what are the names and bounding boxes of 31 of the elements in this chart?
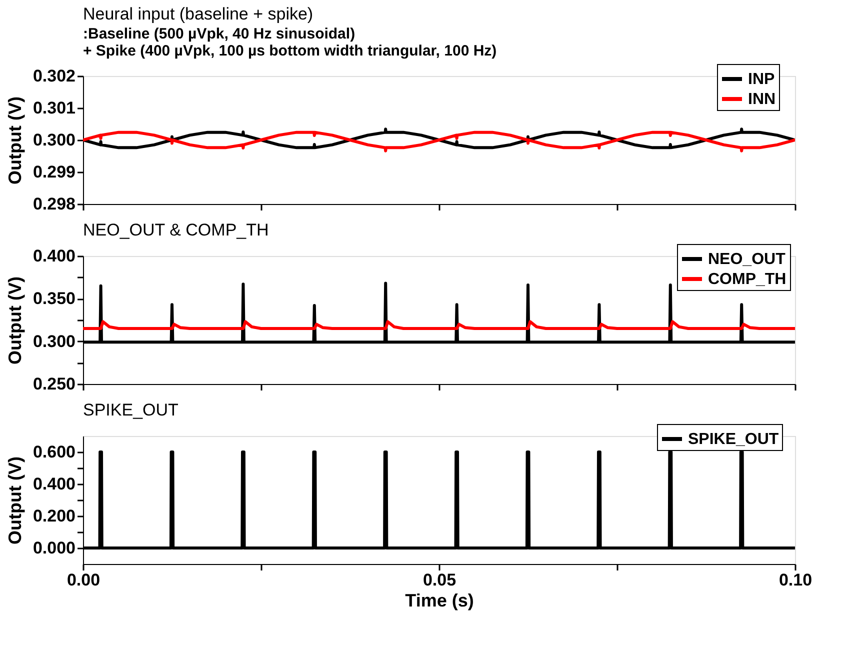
- y-axis-title: Output (V): [4, 456, 25, 544]
- y-tick-label: 0.000: [32, 538, 76, 558]
- y-tick-label: 0.400: [32, 246, 76, 266]
- y-tick-label: 0.400: [32, 474, 76, 494]
- text: + Spike (400 µVpk, 100 µs bottom width triangular, 100 Hz): [83, 42, 497, 60]
- y-tick-label: 0.302: [32, 66, 76, 86]
- legend-label: INN: [748, 91, 776, 108]
- x-tick-label: 0.10: [778, 570, 812, 590]
- y-axis-title: Output (V): [4, 276, 25, 364]
- legend-label: SPIKE_OUT: [688, 431, 779, 448]
- line-series: [83, 320, 795, 330]
- y-axis-title: Output (V): [4, 96, 25, 184]
- y-tick-label: 0.301: [32, 98, 76, 118]
- y-tick-label: 0.250: [32, 374, 76, 394]
- y-tick-label: 0.300: [32, 332, 76, 351]
- chart-title: Neural input (baseline + spike): [83, 4, 314, 24]
- y-tick-label: 0.350: [32, 289, 76, 308]
- y-tick-label: 0.298: [32, 194, 76, 214]
- x-tick-label: 0.05: [422, 570, 456, 590]
- y-tick-label: 0.200: [32, 506, 76, 526]
- legend-label: INP: [748, 71, 775, 88]
- chart-title: SPIKE_OUT: [83, 400, 178, 420]
- y-tick-label: 0.300: [32, 130, 76, 150]
- y-tick-label: 0.299: [32, 162, 76, 182]
- legend-label: COMP_TH: [708, 271, 786, 288]
- x-tick-label: 0.00: [66, 570, 100, 590]
- y-tick-label: 0.600: [32, 442, 76, 462]
- x-axis-title: Time (s): [405, 590, 474, 610]
- text: :Baseline (500 µVpk, 40 Hz sinusoidal): [83, 26, 356, 42]
- legend-label: NEO_OUT: [708, 251, 786, 268]
- chart-title: NEO_OUT & COMP_TH: [83, 220, 269, 240]
